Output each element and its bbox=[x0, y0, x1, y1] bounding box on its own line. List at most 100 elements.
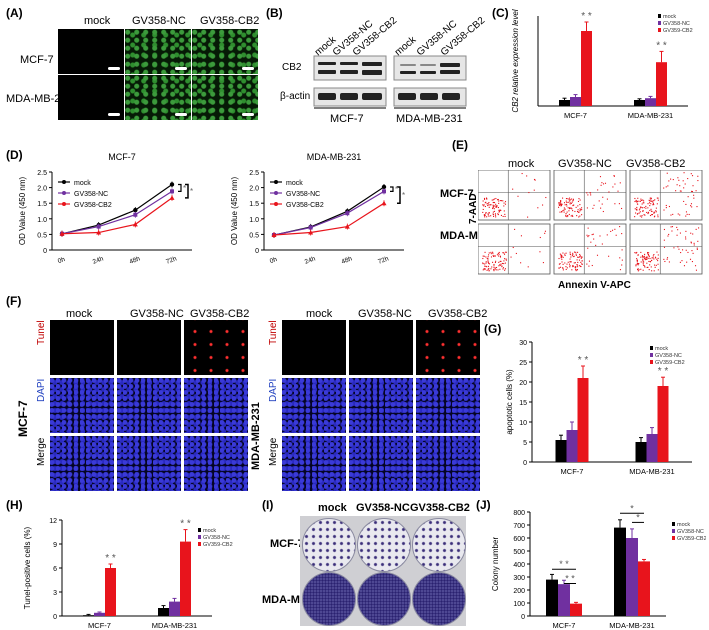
legend-label: mock bbox=[655, 346, 668, 352]
i-col-nc: GV358-NC bbox=[356, 502, 410, 514]
panel-i-label: (I) bbox=[262, 498, 274, 512]
y-tick-label: 800 bbox=[513, 510, 525, 517]
y-tick-label: 400 bbox=[513, 562, 525, 569]
bar-mock-MDA-MB-231 bbox=[634, 100, 645, 106]
bar-GV358-NC-MCF-7 bbox=[558, 584, 570, 616]
y-tick-label: 1.0 bbox=[37, 217, 47, 224]
legend-marker bbox=[62, 202, 66, 206]
y-tick-label: 1.0 bbox=[249, 217, 259, 224]
tunel-tile-mcf7-tunel-2 bbox=[184, 320, 248, 375]
legend-swatch bbox=[658, 21, 661, 25]
x-tick-label: 48h bbox=[341, 255, 354, 265]
tunel-tile-mda-merge-1 bbox=[349, 436, 413, 491]
y-axis-label: OD Value (450 nm) bbox=[18, 177, 27, 246]
y-tick-label: 0 bbox=[255, 248, 259, 255]
i-row-mcf7: MCF-7 bbox=[270, 538, 304, 550]
a-tile-mda-nc bbox=[125, 75, 191, 120]
x-tick-label: 0h bbox=[269, 256, 279, 265]
legend-swatch bbox=[198, 535, 201, 539]
significance-mark: * bbox=[630, 504, 634, 513]
panel-b-label: (B) bbox=[266, 6, 283, 20]
legend-label: GV358-NC bbox=[286, 191, 320, 198]
legend-swatch bbox=[658, 28, 661, 32]
x-tick-label: MDA-MB-231 bbox=[152, 621, 197, 630]
tunel-tile-mda-tunel-2 bbox=[416, 320, 480, 375]
bar-GV359-CB2-MCF-7 bbox=[105, 568, 116, 616]
bar-mock-MCF-7 bbox=[555, 440, 567, 462]
event-cloud bbox=[558, 226, 623, 272]
tunel-tile-mcf7-dapi-1 bbox=[117, 378, 181, 433]
y-tick-label: 9 bbox=[53, 542, 57, 549]
a-row-mda: MDA-MB-231 bbox=[6, 93, 73, 105]
significance-bracket bbox=[390, 186, 394, 192]
significance-mark: * bbox=[636, 512, 640, 522]
bar-mock-MDA-MB-231 bbox=[614, 527, 626, 616]
y-tick-label: 0.5 bbox=[37, 232, 47, 239]
y-tick-label: 0 bbox=[523, 460, 527, 467]
significance-bracket bbox=[397, 186, 401, 204]
flow-plot-frame bbox=[553, 170, 627, 221]
y-tick-label: 2.0 bbox=[37, 186, 47, 193]
y-axis-label: Colony number bbox=[491, 537, 500, 592]
series-line-GV358-CB2 bbox=[273, 202, 385, 236]
tunel-grid-mda bbox=[282, 320, 482, 494]
e-xlabel: Annexin V-APC bbox=[558, 280, 631, 291]
y-axis-label: OD Value (450 nm) bbox=[230, 177, 239, 246]
tunel-tile-mcf7-merge-2 bbox=[184, 436, 248, 491]
panel-d-label: (D) bbox=[6, 148, 23, 162]
panel-e-label: (E) bbox=[452, 138, 468, 152]
a-row-mcf7: MCF-7 bbox=[20, 54, 54, 66]
legend-label: GV358-CB2 bbox=[74, 202, 112, 209]
y-tick-label: 2.0 bbox=[249, 186, 259, 193]
chart-title: MCF-7 bbox=[108, 152, 136, 162]
bar-GV359-CB2-MDA-MB-231 bbox=[180, 541, 191, 616]
flow-cytometry-plots bbox=[478, 170, 703, 275]
x-tick-label: MDA-MB-231 bbox=[629, 467, 674, 476]
a-tile-mcf7-cb2 bbox=[192, 29, 258, 74]
bar-mock-MDA-MB-231 bbox=[158, 608, 169, 616]
legend-label: GV359-CB2 bbox=[663, 28, 693, 34]
legend-swatch bbox=[658, 14, 661, 18]
chart-title: MDA-MB-231 bbox=[307, 152, 362, 162]
legend-label: GV358-NC bbox=[677, 529, 704, 535]
chart-d-mcf7: MCF-7 0 0.5 1.0 1.5 2.0 2.5 0h 24h 48h 72h OD Value… bbox=[18, 152, 193, 266]
f-r-row-tunel: Tunel bbox=[268, 320, 279, 345]
x-tick-label: 24h bbox=[92, 255, 105, 265]
tunel-tile-mcf7-tunel-0 bbox=[50, 320, 114, 375]
y-tick-label: 600 bbox=[513, 536, 525, 543]
significance-mark: * * bbox=[180, 519, 191, 530]
f-l-row-tunel: Tunel bbox=[36, 320, 47, 345]
tunel-tile-mda-dapi-1 bbox=[349, 378, 413, 433]
legend-swatch bbox=[672, 536, 675, 540]
f-l-col-cb2: GV358-CB2 bbox=[190, 308, 250, 320]
legend-label: GV359-CB2 bbox=[203, 542, 233, 548]
bar-GV359-CB2-MCF-7 bbox=[581, 31, 592, 106]
i-col-mock: mock bbox=[318, 502, 347, 514]
legend-label: GV358-NC bbox=[203, 535, 230, 541]
legend-label: GV359-CB2 bbox=[677, 536, 706, 542]
y-tick-label: 20 bbox=[519, 380, 527, 387]
significance-mark: * * bbox=[565, 574, 575, 584]
chart-c: MCF-7 MDA-MB-231 * * * * CB2 relative expres… bbox=[511, 9, 693, 120]
tunel-tile-mda-dapi-2 bbox=[416, 378, 480, 433]
y-tick-label: 500 bbox=[513, 549, 525, 556]
legend-label: GV358-NC bbox=[663, 21, 690, 27]
tunel-tile-mcf7-merge-1 bbox=[117, 436, 181, 491]
flow-plot-frame bbox=[629, 170, 703, 221]
tunel-tile-mcf7-merge-0 bbox=[50, 436, 114, 491]
y-tick-label: 0 bbox=[43, 248, 47, 255]
x-tick-label: MCF-7 bbox=[88, 621, 111, 630]
legend-label: mock bbox=[203, 528, 216, 534]
panel-f-label: (F) bbox=[6, 294, 22, 308]
f-r-row-merge: Merge bbox=[268, 437, 279, 466]
significance-mark: * * bbox=[559, 559, 569, 569]
f-r-col-nc: GV358-NC bbox=[358, 308, 412, 320]
colony-dish-mda-2 bbox=[412, 572, 466, 626]
colony-dish-mcf7-2 bbox=[412, 518, 466, 572]
b-group-mcf7: MCF-7 bbox=[330, 113, 364, 125]
y-axis-label: Tunel-positive cells (%) bbox=[23, 526, 32, 609]
f-r-col-cb2: GV358-CB2 bbox=[428, 308, 488, 320]
y-tick-label: 1.5 bbox=[37, 201, 47, 208]
y-tick-label: 1.5 bbox=[249, 201, 259, 208]
y-tick-label: 0 bbox=[53, 614, 57, 621]
